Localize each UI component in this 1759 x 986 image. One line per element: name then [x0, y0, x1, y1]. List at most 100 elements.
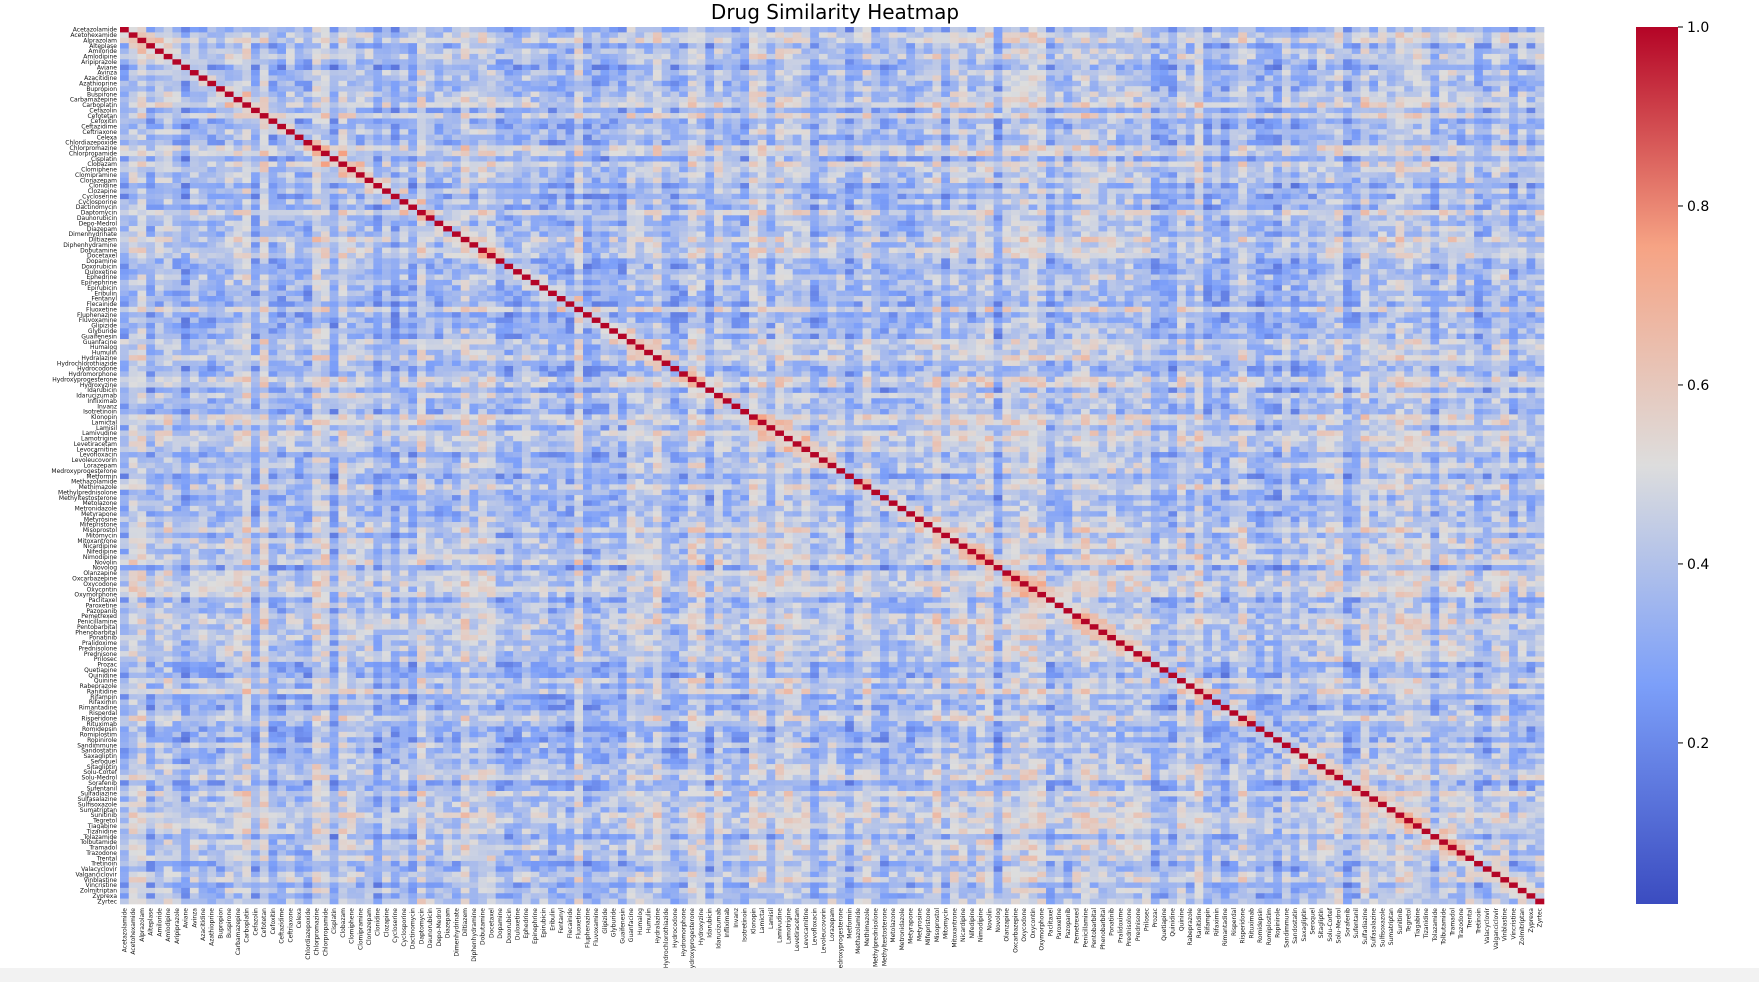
heatmap-cell: [1351, 123, 1361, 130]
heatmap-cell: [198, 96, 208, 103]
heatmap-cell: [1150, 32, 1160, 39]
heatmap-cell: [626, 102, 636, 109]
heatmap-cell: [425, 188, 435, 195]
heatmap-cell: [338, 37, 348, 44]
heatmap-cell: [399, 118, 409, 125]
heatmap-cell: [460, 32, 470, 39]
heatmap-cell: [539, 123, 549, 130]
heatmap-cell: [949, 64, 959, 71]
heatmap-cell: [1080, 107, 1091, 114]
heatmap-cell: [294, 86, 304, 92]
heatmap-cell: [705, 161, 715, 168]
heatmap-cell: [294, 70, 304, 76]
heatmap-cell: [408, 70, 418, 76]
heatmap-cell: [1019, 156, 1029, 162]
heatmap-cell: [294, 27, 304, 33]
heatmap-cell: [1386, 161, 1396, 168]
heatmap-cell: [591, 113, 601, 119]
heatmap-cell: [1456, 70, 1466, 76]
heatmap-cell: [425, 172, 435, 178]
heatmap-cell: [574, 150, 584, 157]
heatmap-cell: [469, 177, 479, 184]
heatmap-cell: [1089, 113, 1099, 119]
heatmap-cell: [1369, 134, 1379, 141]
heatmap-cell: [320, 91, 330, 98]
heatmap-cell: [425, 86, 435, 92]
heatmap-cell: [1011, 161, 1021, 168]
heatmap-cell: [652, 123, 662, 130]
heatmap-cell: [1168, 139, 1178, 146]
heatmap-cell: [1378, 183, 1388, 189]
heatmap-cell: [626, 59, 636, 65]
heatmap-cell: [1054, 27, 1064, 33]
heatmap-cell: [1019, 102, 1029, 109]
heatmap-cell: [783, 70, 793, 76]
heatmap-cell: [181, 145, 191, 152]
heatmap-cell: [163, 123, 173, 130]
heatmap-cell: [1378, 139, 1388, 146]
heatmap-cell: [1378, 129, 1388, 135]
heatmap-cell: [251, 188, 261, 195]
heatmap-cell: [1054, 32, 1064, 39]
heatmap-cell: [1115, 172, 1125, 178]
heatmap-cell: [967, 183, 977, 189]
heatmap-cell: [749, 96, 759, 103]
heatmap-cell: [906, 48, 916, 55]
heatmap-cell: [679, 75, 689, 82]
heatmap-cell: [1037, 166, 1047, 173]
heatmap-cell: [1439, 32, 1449, 39]
heatmap-cell: [1037, 139, 1047, 146]
heatmap-cell: [827, 86, 837, 92]
heatmap-cell: [827, 48, 837, 55]
heatmap-cell: [548, 53, 558, 60]
heatmap-cell: [679, 166, 689, 173]
heatmap-cell: [679, 96, 689, 103]
heatmap-cell: [1203, 91, 1213, 98]
heatmap-cell: [513, 123, 523, 130]
heatmap-cell: [932, 161, 942, 168]
heatmap-cell: [967, 123, 977, 130]
heatmap-cell: [154, 150, 164, 157]
heatmap-cell: [513, 43, 523, 49]
heatmap-cell: [1517, 161, 1527, 168]
heatmap-cell: [792, 86, 802, 92]
heatmap-cell: [1474, 139, 1484, 146]
heatmap-cell: [1229, 129, 1239, 135]
heatmap-cell: [443, 150, 453, 157]
heatmap-cell: [338, 43, 348, 49]
heatmap-cell: [1238, 53, 1248, 60]
heatmap-cell: [408, 86, 418, 92]
heatmap-cell: [189, 53, 199, 60]
heatmap-cell: [1019, 86, 1029, 92]
heatmap-cell: [1089, 102, 1099, 109]
heatmap-cell: [801, 80, 811, 87]
heatmap-cell: [1229, 134, 1239, 141]
heatmap-cell: [1133, 59, 1143, 65]
heatmap-cell: [644, 48, 654, 55]
heatmap-cell: [1343, 161, 1353, 168]
heatmap-cell: [1142, 102, 1152, 109]
heatmap-cell: [417, 177, 427, 184]
heatmap-cell: [1168, 59, 1178, 65]
heatmap-cell: [1159, 123, 1169, 130]
heatmap-cell: [792, 183, 802, 189]
heatmap-cell: [312, 183, 322, 189]
heatmap-cell: [1046, 96, 1056, 103]
heatmap-cell: [836, 96, 846, 103]
heatmap-cell: [635, 64, 645, 71]
heatmap-cell: [1273, 64, 1283, 71]
heatmap-cell: [1203, 43, 1213, 49]
heatmap-cell: [583, 37, 593, 44]
heatmap-cell: [1500, 134, 1510, 141]
heatmap-cell: [434, 113, 444, 119]
heatmap-cell: [207, 129, 217, 135]
heatmap-cell: [1369, 70, 1379, 76]
heatmap-cell: [617, 129, 627, 135]
heatmap-cell: [1098, 102, 1108, 109]
heatmap-cell: [504, 70, 514, 76]
heatmap-cell: [495, 107, 505, 114]
heatmap-cell: [1054, 43, 1064, 49]
heatmap-cell: [853, 75, 863, 82]
heatmap-cell: [617, 102, 627, 109]
heatmap-cell: [993, 107, 1003, 114]
